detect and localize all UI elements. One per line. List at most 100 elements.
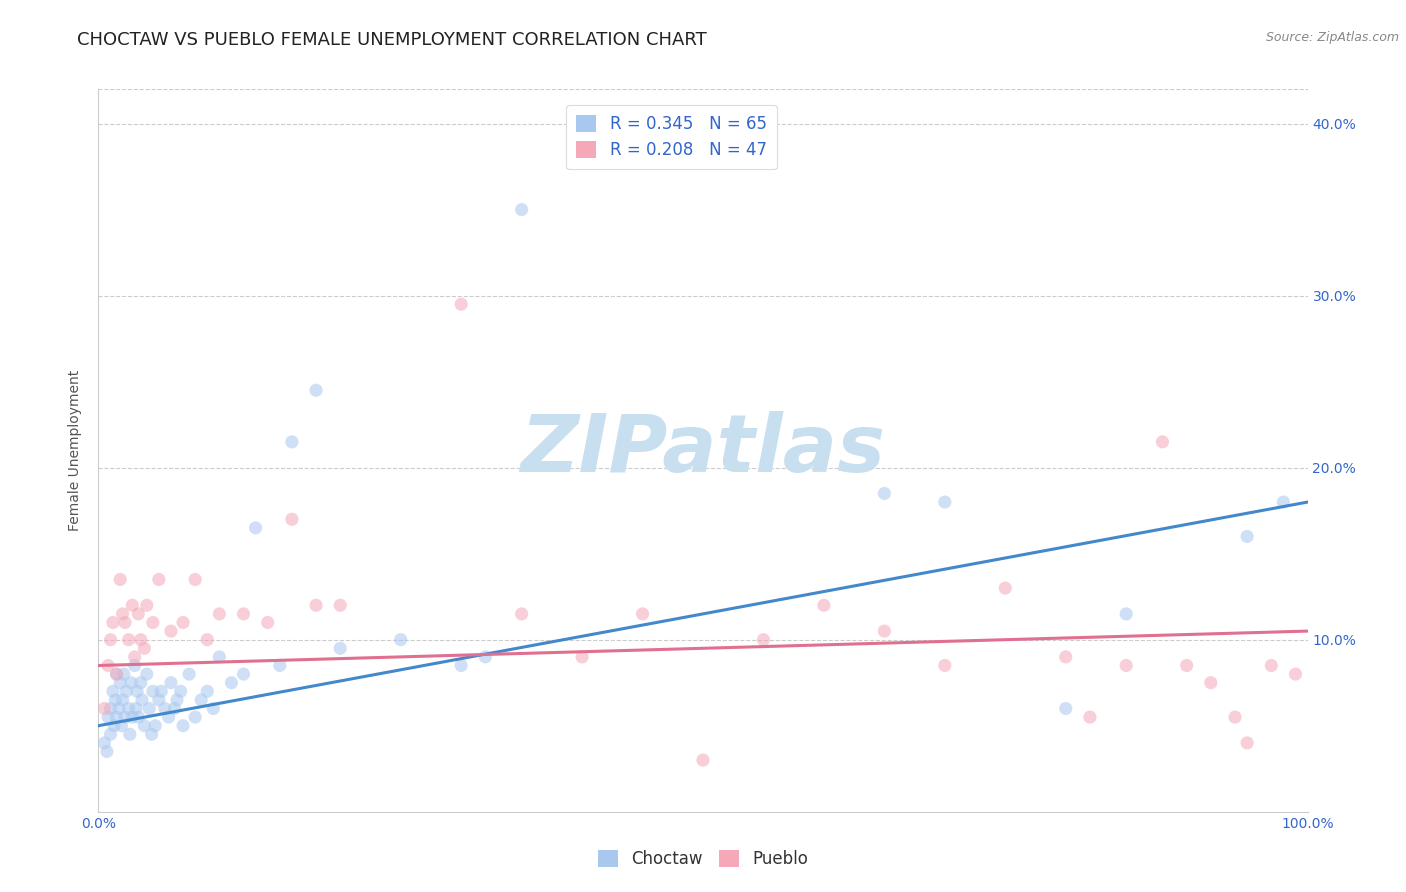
Point xyxy=(142,684,165,698)
Point xyxy=(269,658,291,673)
Point xyxy=(1236,736,1258,750)
Point xyxy=(232,667,254,681)
Point xyxy=(103,719,125,733)
Point xyxy=(179,667,201,681)
Point xyxy=(232,607,254,621)
Point xyxy=(157,710,180,724)
Point xyxy=(1236,529,1258,543)
Point xyxy=(143,719,166,733)
Point xyxy=(184,573,207,587)
Legend: Choctaw, Pueblo: Choctaw, Pueblo xyxy=(591,843,815,875)
Point xyxy=(121,599,143,613)
Point xyxy=(108,675,131,690)
Point xyxy=(100,701,122,715)
Point xyxy=(125,701,148,715)
Point xyxy=(127,607,149,621)
Point xyxy=(208,607,231,621)
Point xyxy=(1054,649,1077,664)
Point xyxy=(114,615,136,630)
Point xyxy=(118,701,141,715)
Point xyxy=(166,693,188,707)
Point xyxy=(873,486,896,500)
Point xyxy=(104,693,127,707)
Point xyxy=(1054,701,1077,715)
Point xyxy=(1115,607,1137,621)
Point xyxy=(329,641,352,656)
Point xyxy=(195,684,218,698)
Point xyxy=(121,710,143,724)
Point xyxy=(221,675,243,690)
Point xyxy=(474,649,496,664)
Point xyxy=(510,202,533,217)
Point xyxy=(141,727,163,741)
Point xyxy=(450,658,472,673)
Point xyxy=(148,693,170,707)
Point xyxy=(1175,658,1198,673)
Point xyxy=(100,727,122,741)
Point xyxy=(93,736,115,750)
Point xyxy=(112,667,135,681)
Legend: R = 0.345   N = 65, R = 0.208   N = 47: R = 0.345 N = 65, R = 0.208 N = 47 xyxy=(567,104,776,169)
Point xyxy=(160,675,183,690)
Point xyxy=(934,658,956,673)
Point xyxy=(281,434,304,449)
Point xyxy=(97,710,120,724)
Point xyxy=(813,599,835,613)
Point xyxy=(108,701,131,715)
Point xyxy=(142,615,165,630)
Point xyxy=(150,684,173,698)
Point xyxy=(190,693,212,707)
Point xyxy=(1272,495,1295,509)
Point xyxy=(172,719,194,733)
Y-axis label: Female Unemployment: Female Unemployment xyxy=(69,370,83,531)
Point xyxy=(163,701,186,715)
Point xyxy=(169,684,191,698)
Point xyxy=(1152,434,1174,449)
Point xyxy=(124,658,146,673)
Point xyxy=(135,599,157,613)
Point xyxy=(114,710,136,724)
Point xyxy=(510,607,533,621)
Point xyxy=(692,753,714,767)
Point xyxy=(127,710,149,724)
Point xyxy=(934,495,956,509)
Point xyxy=(105,710,128,724)
Point xyxy=(305,599,328,613)
Point xyxy=(329,599,352,613)
Point xyxy=(131,693,153,707)
Point xyxy=(124,649,146,664)
Point xyxy=(127,684,149,698)
Point xyxy=(571,649,593,664)
Point xyxy=(195,632,218,647)
Point xyxy=(134,719,156,733)
Point xyxy=(118,632,141,647)
Point xyxy=(752,632,775,647)
Point xyxy=(1078,710,1101,724)
Point xyxy=(108,573,131,587)
Point xyxy=(172,615,194,630)
Point xyxy=(281,512,304,526)
Point xyxy=(135,667,157,681)
Point xyxy=(160,624,183,639)
Point xyxy=(96,744,118,758)
Point xyxy=(134,641,156,656)
Point xyxy=(631,607,654,621)
Point xyxy=(105,667,128,681)
Point xyxy=(101,615,124,630)
Point xyxy=(208,649,231,664)
Point xyxy=(97,658,120,673)
Point xyxy=(202,701,225,715)
Point xyxy=(256,615,278,630)
Point xyxy=(138,701,160,715)
Point xyxy=(100,632,122,647)
Point xyxy=(153,701,176,715)
Point xyxy=(450,297,472,311)
Point xyxy=(93,701,115,715)
Point xyxy=(110,719,132,733)
Point xyxy=(120,675,142,690)
Point xyxy=(129,675,152,690)
Point xyxy=(305,384,328,398)
Point xyxy=(1284,667,1306,681)
Point xyxy=(148,573,170,587)
Point xyxy=(111,607,134,621)
